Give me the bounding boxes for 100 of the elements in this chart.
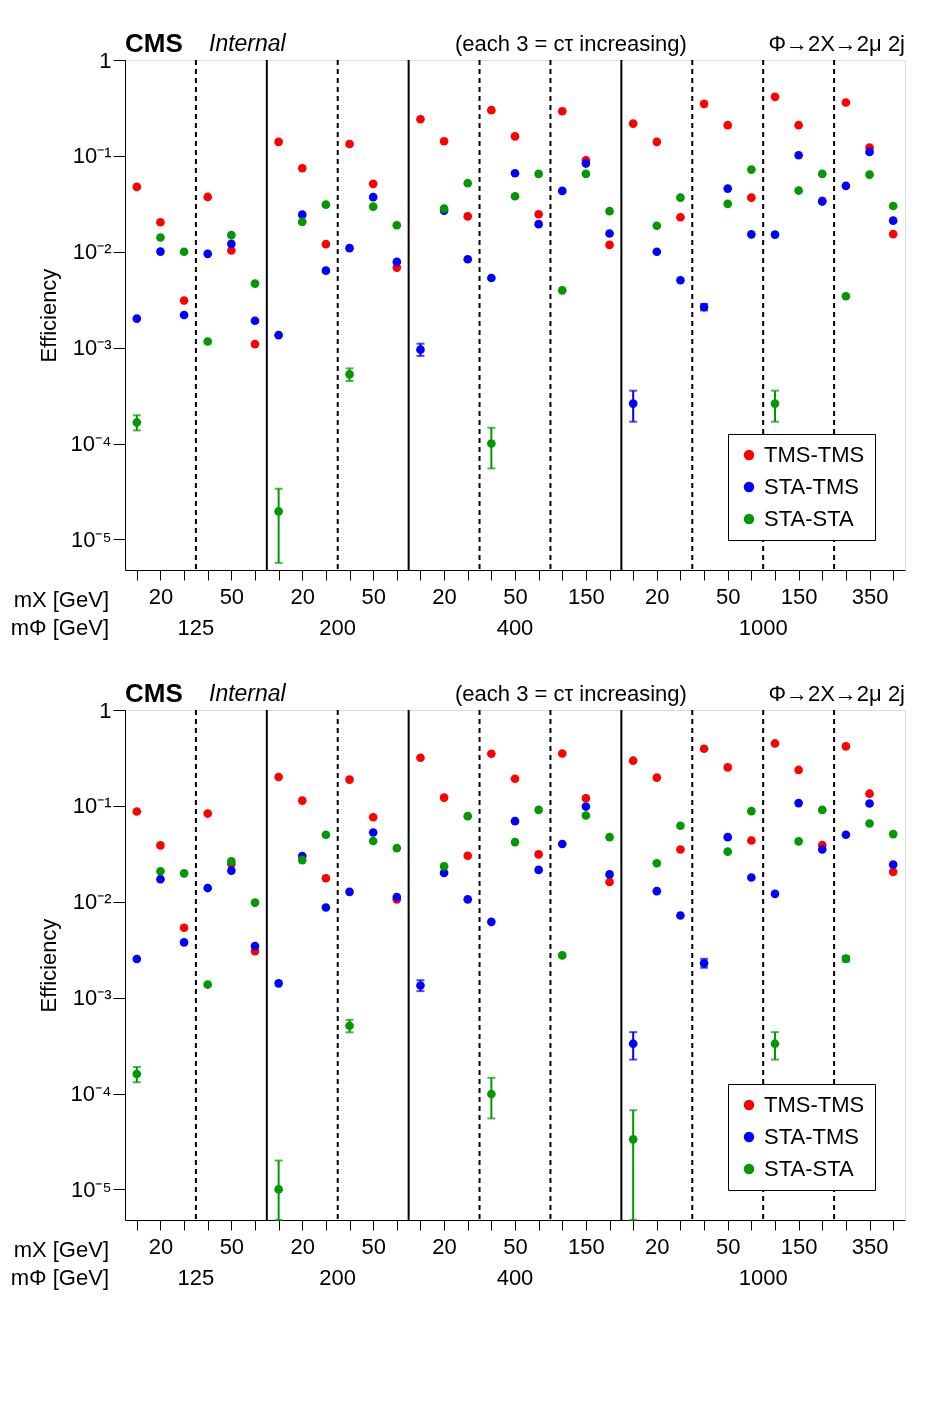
point: [888, 216, 898, 225]
point: [747, 165, 756, 174]
point: [699, 99, 709, 109]
point: [510, 774, 520, 784]
x-tick-label: 150: [568, 1233, 605, 1259]
x-tick-label: 50: [361, 583, 386, 609]
point: [345, 887, 354, 897]
legend-label: STA-STA: [764, 1156, 854, 1181]
point: [557, 839, 567, 849]
point: [439, 793, 449, 802]
text: mΦ [GeV]: [10, 615, 109, 640]
point: [510, 191, 520, 201]
x-tick-label: 50: [219, 1233, 245, 1259]
point: [463, 212, 473, 221]
point: [865, 789, 874, 799]
point: [723, 199, 733, 209]
point: [227, 230, 236, 240]
x-axis-title: mX [GeV]: [13, 1237, 109, 1262]
point: [179, 869, 189, 878]
point: [274, 979, 283, 988]
point: [841, 291, 851, 301]
point: [321, 903, 331, 912]
point: [676, 275, 685, 285]
x-tick-label: 50: [715, 1233, 741, 1259]
point: [841, 98, 851, 107]
point: [747, 193, 756, 202]
legend-label: STA-STA: [764, 506, 854, 531]
point: [652, 858, 662, 868]
point: [250, 316, 260, 326]
point: [888, 829, 898, 839]
y-tick-label: 10⁻¹: [72, 143, 112, 169]
x-tick-label: 20: [290, 1233, 316, 1259]
point: [581, 159, 591, 168]
point: [321, 873, 331, 883]
text: 400: [496, 615, 534, 640]
x-tick-label: 50: [715, 583, 741, 609]
point: [581, 802, 591, 811]
x-tick-label: 20: [432, 583, 457, 609]
text: 200: [319, 615, 357, 640]
point: [534, 209, 543, 219]
legend-label: TMS-TMS: [764, 1092, 865, 1117]
y-tick-label: 10⁻²: [72, 889, 112, 915]
point: [770, 230, 780, 239]
point: [156, 874, 165, 884]
point: [605, 240, 614, 250]
x-tick-label: 350: [851, 1233, 889, 1259]
point: [817, 845, 827, 854]
point: [463, 851, 473, 861]
point: [676, 911, 685, 920]
point: [156, 866, 165, 876]
text: Φ→2X→2μ 2j: [768, 31, 905, 56]
chart-title: CMS: [125, 678, 183, 708]
chart-subtitle: Internal: [209, 680, 287, 706]
point: [723, 184, 733, 193]
point: [368, 836, 378, 846]
point: [250, 898, 260, 907]
y-tick-label: 10⁻¹: [72, 793, 112, 819]
point: [321, 239, 331, 249]
point: [297, 163, 307, 173]
point: [534, 169, 543, 179]
text: 200: [319, 1265, 357, 1290]
text: (each 3 = cτ increasing): [455, 31, 687, 56]
text: Φ→2X→2μ 2j: [768, 681, 905, 706]
point: [888, 201, 898, 211]
point: [770, 92, 780, 102]
point: [132, 954, 142, 964]
point: [865, 819, 874, 828]
x-tick-label: 20: [148, 583, 174, 609]
point: [628, 119, 638, 128]
point: [605, 870, 614, 879]
point: [865, 799, 874, 808]
x-tick-label: 20: [148, 1233, 174, 1259]
point: [510, 131, 520, 141]
point: [250, 941, 260, 951]
point: [605, 877, 614, 887]
point: [841, 181, 851, 191]
point: [723, 847, 733, 856]
x-tick-label: 150: [568, 583, 605, 609]
point: [297, 855, 307, 865]
point: [723, 120, 733, 130]
point: [345, 139, 354, 149]
point: [132, 182, 142, 192]
point: [297, 796, 307, 805]
y-tick-label: 10⁻³: [72, 335, 112, 361]
point: [888, 860, 898, 869]
point: [534, 850, 543, 859]
point: [676, 193, 685, 202]
x-tick-label: 20: [645, 1233, 670, 1259]
x-tick-label: 50: [361, 1233, 386, 1259]
point: [723, 832, 733, 842]
point: [557, 951, 567, 960]
point: [321, 830, 331, 840]
point: [392, 257, 402, 267]
point: [463, 254, 473, 264]
point: [534, 805, 543, 815]
y-tick-label: 1: [99, 697, 112, 723]
point: [581, 811, 591, 820]
point: [770, 739, 780, 748]
point: [510, 168, 520, 178]
y-tick-label: 1: [99, 47, 112, 73]
